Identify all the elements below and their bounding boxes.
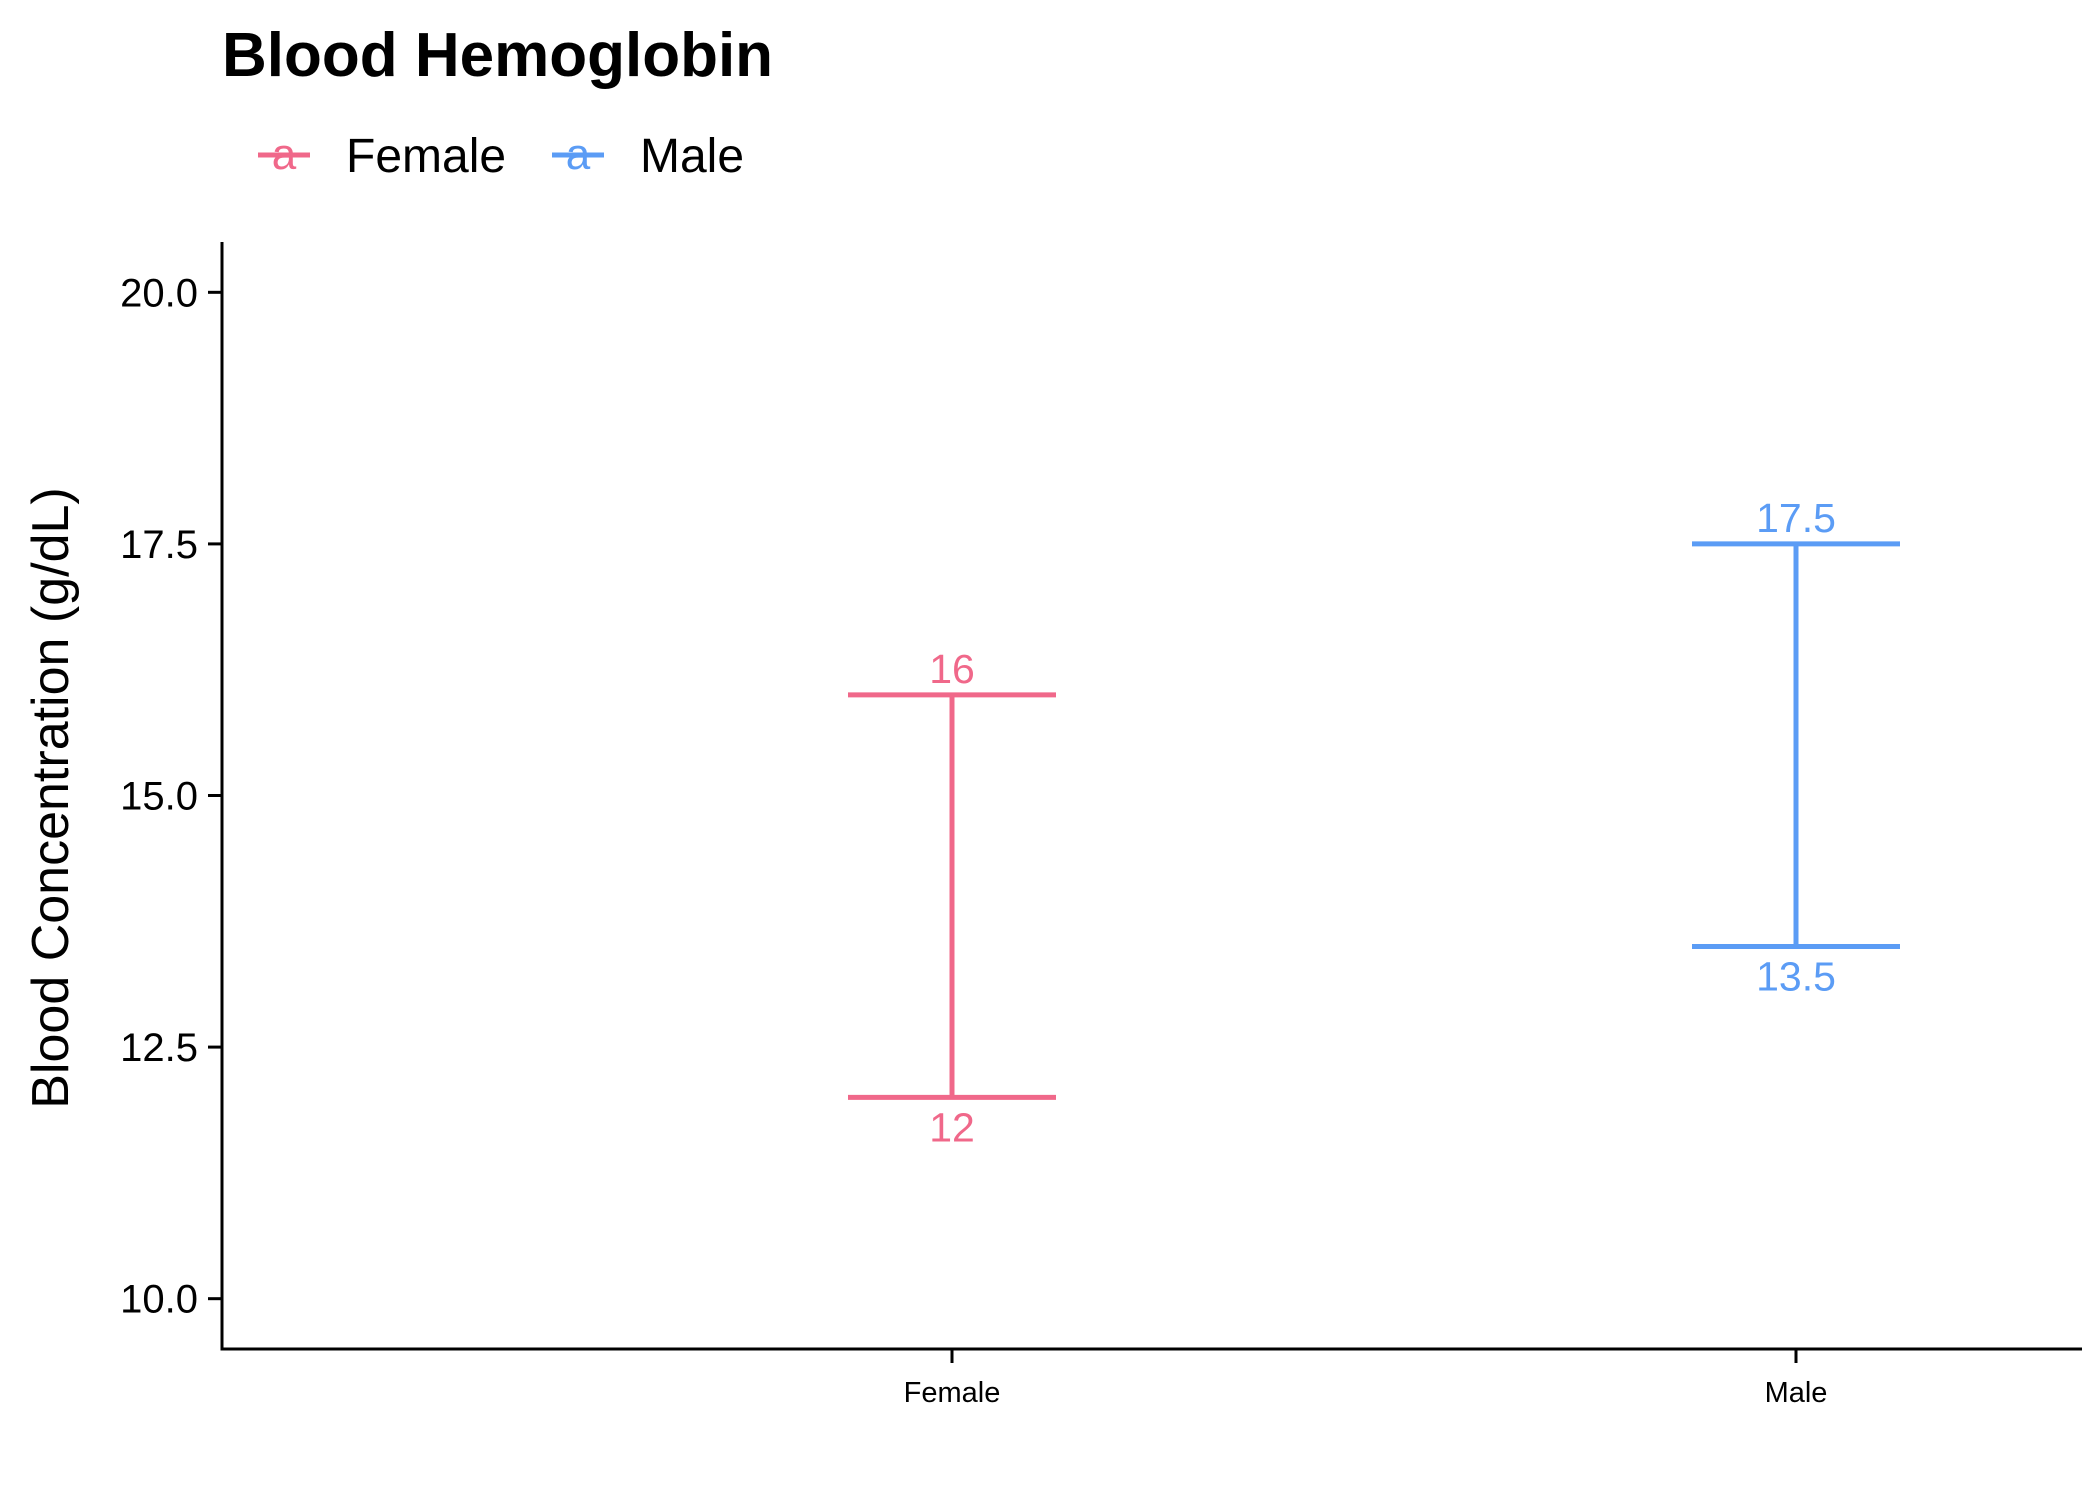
y-tick-label: 10.0 — [120, 1278, 198, 1322]
legend-key-glyph: a — [566, 130, 591, 179]
y-tick-label: 20.0 — [120, 271, 198, 315]
y-tick-label: 15.0 — [120, 775, 198, 819]
legend: a Female a Male — [258, 130, 744, 183]
data-label-high: 17.5 — [1756, 495, 1836, 541]
y-tick-label: 17.5 — [120, 523, 198, 567]
axes: 10.0 12.5 15.0 17.5 20.0 Female Male — [120, 242, 2082, 1409]
x-tick-label: Female — [904, 1377, 1001, 1409]
x-tick-label: Male — [1765, 1377, 1828, 1409]
legend-item-male: a Male — [552, 130, 744, 183]
legend-label: Female — [346, 130, 506, 183]
data-label-low: 13.5 — [1756, 953, 1836, 999]
y-tick-label: 12.5 — [120, 1026, 198, 1070]
y-axis-title: Blood Concentration (g/dL) — [22, 487, 80, 1109]
legend-label: Male — [640, 130, 744, 183]
data-label-high: 16 — [929, 646, 975, 692]
error-bar-male: 17.5 13.5 — [1692, 495, 1900, 999]
legend-item-female: a Female — [258, 130, 506, 183]
data-label-low: 12 — [929, 1104, 975, 1150]
legend-key-glyph: a — [272, 130, 297, 179]
chart-title: Blood Hemoglobin — [222, 21, 773, 90]
